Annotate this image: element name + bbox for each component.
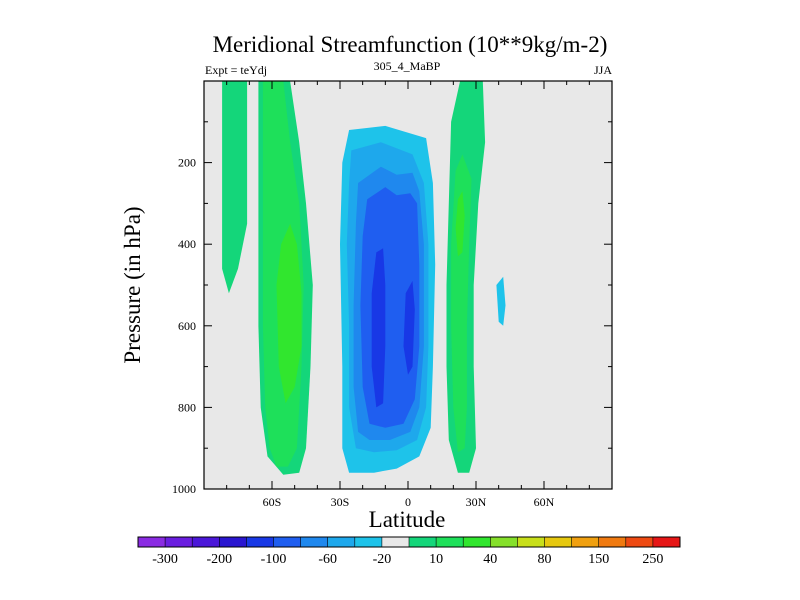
contour-far-south-green	[222, 81, 248, 294]
colorbar-tick-label: -300	[152, 552, 178, 567]
colorbar-swatch	[192, 537, 220, 547]
colorbar-swatch	[354, 537, 383, 547]
colorbar-tick-label: 40	[483, 552, 497, 567]
chart-title: Meridional Streamfunction (10**9kg/m-2)	[213, 32, 608, 57]
colorbar-swatch	[381, 537, 410, 547]
colorbar-swatch	[598, 537, 627, 547]
colorbar-swatch	[436, 537, 464, 547]
y-tick-label: 200	[178, 156, 196, 170]
colorbar-tick-label: 250	[642, 552, 663, 567]
left-subtitle: Expt = teYdj	[205, 63, 267, 77]
colorbar-swatch	[300, 537, 329, 547]
contour-north-blue	[485, 81, 529, 473]
y-tick-label: 800	[178, 400, 196, 414]
colorbar-tick-label: -60	[318, 552, 337, 567]
colorbar-swatch	[409, 537, 437, 547]
colorbar-swatch	[219, 537, 247, 547]
x-tick-label: 0	[405, 495, 411, 509]
axes: 60S 30S 0 30N 60N 200 400 600 800 1000	[172, 81, 612, 509]
contour-blue-100-right	[403, 280, 415, 375]
colorbar-swatch	[544, 537, 572, 547]
right-subtitle: JJA	[594, 63, 612, 77]
contour-south-green-core	[276, 223, 302, 404]
colorbar: -300 -200 -100 -60 -20 10 40 80 150 250	[137, 536, 681, 567]
x-tick-label: 30N	[466, 495, 487, 509]
colorbar-swatch	[571, 537, 600, 547]
colorbar-tick-label: 80	[538, 552, 552, 567]
y-tick-label: 1000	[172, 482, 196, 496]
y-tick-label: 600	[178, 319, 196, 333]
x-axis-label: Latitude	[369, 507, 446, 532]
contour-north-green-core	[455, 191, 465, 257]
colorbar-swatch	[490, 537, 518, 547]
x-tick-label: 30S	[331, 495, 350, 509]
contour-regions	[222, 81, 529, 489]
colorbar-tick-label: -200	[206, 552, 232, 567]
colorbar-tick-label: 150	[588, 552, 609, 567]
y-tick-label: 400	[178, 237, 196, 251]
colorbar-swatch	[273, 537, 301, 547]
contour-north-blue-inner	[496, 276, 506, 326]
colorbar-tick-label: -20	[373, 552, 392, 567]
colorbar-swatch	[246, 537, 274, 547]
colorbar-swatch	[327, 537, 356, 547]
colorbar-swatch	[652, 537, 681, 547]
x-tick-label: 60N	[534, 495, 555, 509]
colorbar-tick-label: -100	[261, 552, 287, 567]
colorbar-swatch	[165, 537, 193, 547]
colorbar-tick-label: 10	[429, 552, 443, 567]
contour-blue-100-left	[371, 248, 386, 408]
colorbar-swatch	[625, 537, 654, 547]
x-tick-label: 60S	[263, 495, 282, 509]
y-axis-label: Pressure (in hPa)	[120, 206, 145, 363]
center-subtitle: 305_4_MaBP	[374, 59, 441, 73]
colorbar-swatch	[517, 537, 545, 547]
colorbar-swatch	[138, 537, 166, 547]
colorbar-swatch	[463, 537, 491, 547]
